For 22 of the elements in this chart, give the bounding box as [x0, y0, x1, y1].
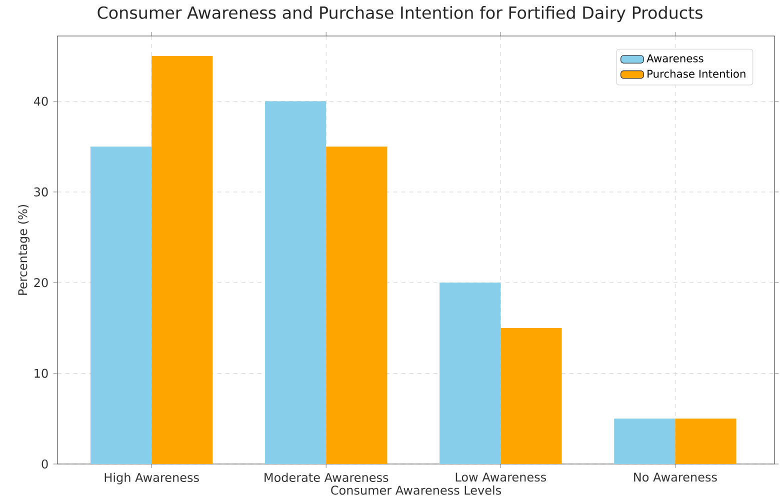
bar — [614, 418, 676, 464]
y-tick-label: 10 — [34, 368, 48, 378]
legend-label: Purchase Intention — [648, 70, 746, 78]
chart-title: Consumer Awareness and Purchase Intention for Fortified Dairy Products — [98, 6, 702, 22]
x-tick-label: High Awareness — [104, 472, 199, 484]
bar — [90, 146, 152, 464]
legend-label: Awareness — [646, 54, 704, 62]
bar — [675, 418, 736, 464]
y-tick-label: 0 — [42, 459, 48, 469]
x-tick-label: No Awareness — [634, 472, 717, 482]
bar — [326, 146, 388, 464]
bar — [265, 101, 326, 464]
bar — [500, 328, 562, 464]
x-axis-title: Consumer Awareness Levels — [331, 485, 502, 495]
bar — [152, 56, 213, 464]
y-tick-label: 40 — [34, 96, 48, 106]
y-axis-title: Percentage (%) — [18, 204, 30, 295]
x-tick-label: Moderate Awareness — [264, 472, 388, 482]
y-tick-label: 30 — [34, 187, 48, 196]
bar — [440, 282, 501, 464]
y-tick-label: 20 — [34, 278, 48, 288]
x-tick-label: Low Awareness — [456, 472, 546, 482]
